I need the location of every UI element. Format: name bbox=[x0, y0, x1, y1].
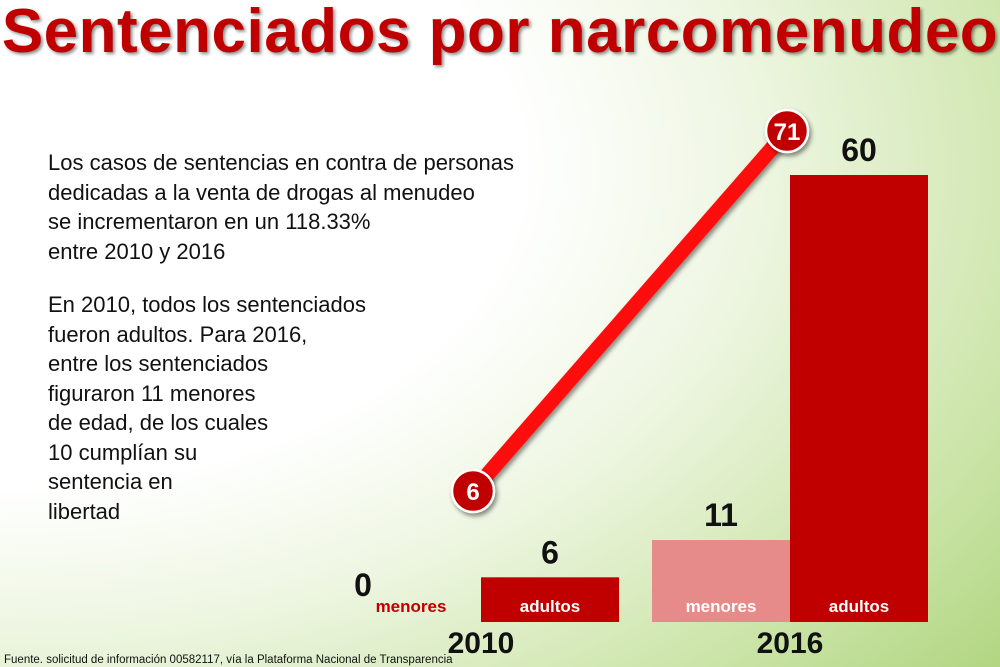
text-line: sentencia en bbox=[48, 469, 173, 494]
bar-adultos-2016 bbox=[790, 175, 928, 622]
text-line: dedicadas a la venta de drogas al menude… bbox=[48, 179, 475, 205]
text-line: 10 cumplían su bbox=[48, 439, 198, 465]
year-label-2016: 2016 bbox=[757, 627, 824, 660]
source-note: Fuente. solicitud de información 0058211… bbox=[4, 654, 453, 666]
total-marker-2016 bbox=[764, 108, 810, 154]
total-value-label: 6 bbox=[466, 479, 479, 506]
total-value-label: 71 bbox=[774, 119, 801, 146]
text-line: figuraron 11 menores bbox=[48, 380, 256, 406]
detail-paragraph: En 2010, todos los sentenciados fueron a… bbox=[48, 290, 366, 526]
value-label-menores: 11 bbox=[704, 497, 738, 533]
series-label-adultos: adultos bbox=[829, 597, 889, 616]
total-marker-2010 bbox=[450, 468, 496, 514]
bar-adultos-2010 bbox=[481, 577, 619, 622]
text-line: entre 2010 y 2016 bbox=[48, 238, 226, 264]
value-label-adultos: 60 bbox=[841, 132, 877, 168]
total-trend-line bbox=[465, 123, 795, 499]
text-line: entre los sentenciados bbox=[48, 351, 269, 376]
value-label-menores: 0 bbox=[354, 567, 372, 603]
text-line: En 2010, todos los sentenciados bbox=[48, 292, 367, 317]
series-label-adultos: adultos bbox=[520, 597, 580, 616]
series-label-menores: menores bbox=[686, 597, 757, 616]
value-label-adultos: 6 bbox=[541, 534, 559, 570]
series-label-menores: menores bbox=[376, 597, 447, 616]
text-line: libertad bbox=[48, 498, 121, 524]
bar-menores-2016 bbox=[652, 540, 790, 622]
year-label-2010: 2010 bbox=[448, 627, 515, 660]
text-line: de edad, de los cuales bbox=[48, 410, 269, 435]
text-line: fueron adultos. Para 2016, bbox=[48, 321, 308, 347]
intro-paragraph: Los casos de sentencias en contra de per… bbox=[48, 148, 514, 266]
text-line: se incrementaron en un 118.33% bbox=[48, 209, 371, 234]
text-line: Los casos de sentencias en contra de per… bbox=[48, 150, 514, 175]
page-title: Sentenciados por narcomenudeo bbox=[1, 0, 999, 66]
